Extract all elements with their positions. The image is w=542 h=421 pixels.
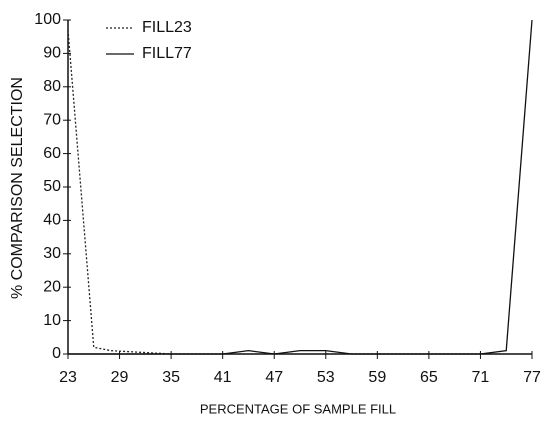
y-tick-label: 90 [43, 45, 61, 62]
x-tick-label: 59 [368, 369, 386, 386]
x-tick-label: 65 [420, 369, 438, 386]
y-tick-label: 10 [43, 312, 61, 329]
y-tick-label: 30 [43, 245, 61, 262]
legend-label: FILL77 [142, 45, 192, 62]
x-tick-label: 53 [317, 369, 335, 386]
x-tick-label: 71 [472, 369, 490, 386]
series-line [67, 29, 532, 355]
y-tick-label: 100 [34, 11, 61, 28]
legend-label: FILL23 [142, 19, 192, 36]
y-tick-label: 60 [43, 145, 61, 162]
y-tick-label: 50 [43, 178, 61, 195]
y-tick-label: 20 [43, 278, 61, 295]
x-tick-label: 47 [265, 369, 283, 386]
x-tick-label: 29 [111, 369, 129, 386]
x-tick-label: 77 [523, 369, 541, 386]
y-tick-label: 0 [52, 345, 61, 362]
series-line [68, 19, 533, 355]
x-axis-label: PERCENTAGE OF SAMPLE FILL [200, 401, 396, 416]
x-tick-label: 35 [162, 369, 180, 386]
y-tick-label: 80 [43, 78, 61, 95]
y-axis-label: % COMPARISON SELECTION [9, 77, 26, 299]
y-tick-label: 40 [43, 212, 61, 229]
y-tick-label: 70 [43, 111, 61, 128]
x-tick-label: 41 [214, 369, 232, 386]
x-tick-label: 23 [59, 369, 77, 386]
